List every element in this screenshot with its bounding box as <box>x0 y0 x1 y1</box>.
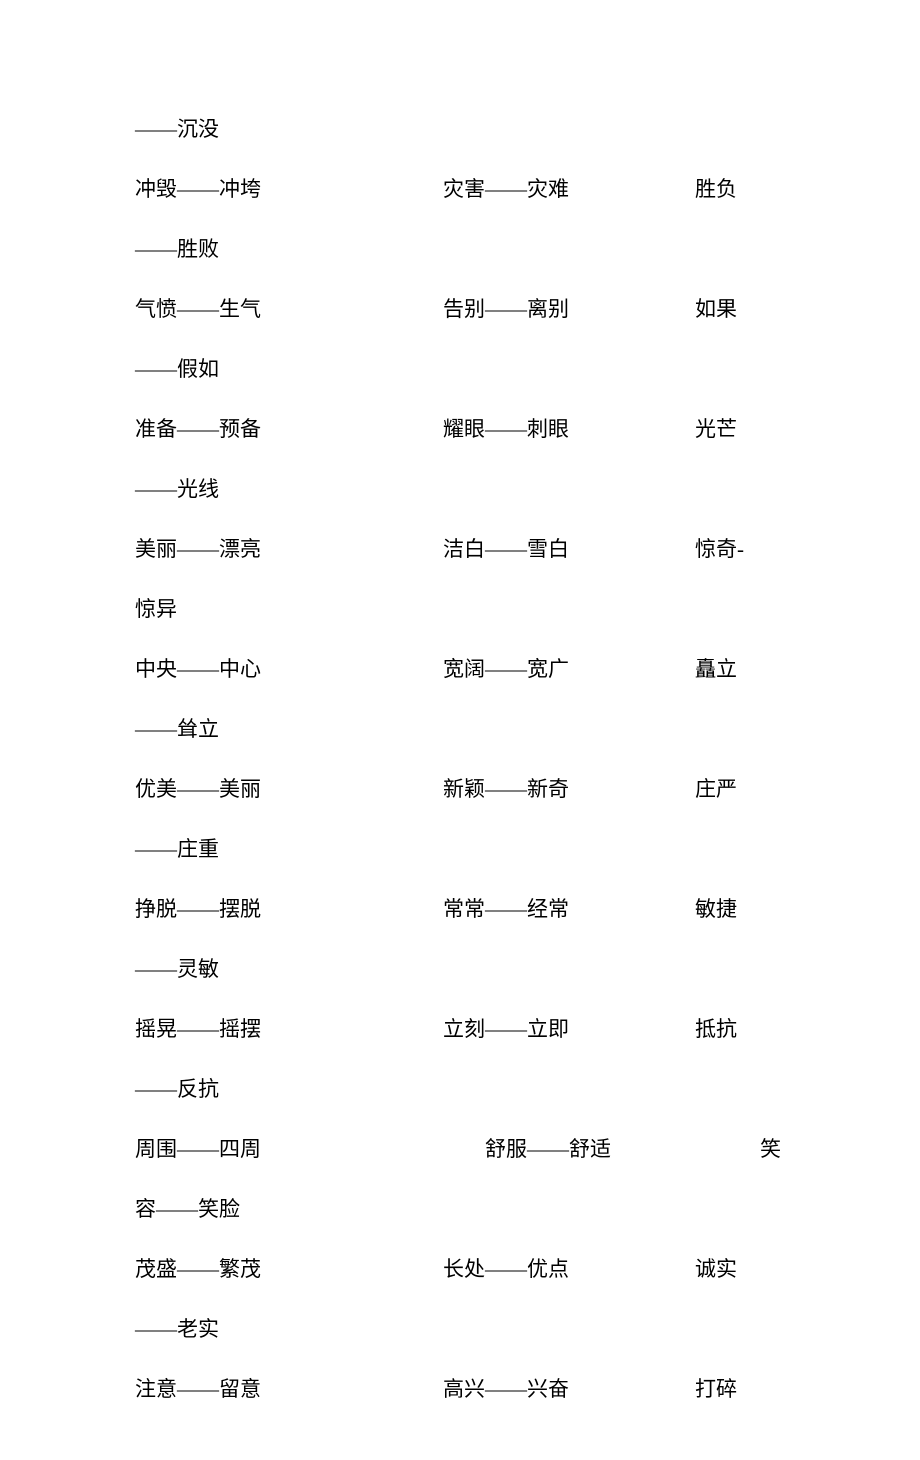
text-line: 气愤——生气 告别——离别 如果 <box>135 280 815 340</box>
text-line: 惊异 <box>135 580 815 640</box>
col3-text: 光芒 <box>695 400 737 460</box>
col1-text: 美丽——漂亮 <box>135 520 261 580</box>
document-page: ——沉没冲毁——冲垮 灾害——灾难 胜负 ——胜败气愤——生气 告别——离别 如果 ——假如… <box>135 100 815 1420</box>
col1-text: 挣脱——摆脱 <box>135 880 261 940</box>
text-line: ——耸立 <box>135 700 815 760</box>
col3-text: 打碎 <box>695 1360 737 1420</box>
col1-text: 惊异 <box>135 580 177 640</box>
col2-text: 舒服——舒适 <box>485 1120 611 1180</box>
col1-text: ——庄重 <box>135 820 219 880</box>
col1-text: 茂盛——繁茂 <box>135 1240 261 1300</box>
text-line: 注意——留意 高兴——兴奋 打碎 <box>135 1360 815 1420</box>
col1-text: 冲毁——冲垮 <box>135 160 261 220</box>
text-line: 冲毁——冲垮 灾害——灾难 胜负 <box>135 160 815 220</box>
text-line: ——光线 <box>135 460 815 520</box>
col3-text: 惊奇- <box>695 520 744 580</box>
text-line: 挣脱——摆脱 常常——经常 敏捷 <box>135 880 815 940</box>
col3-text: 笑 <box>760 1120 781 1180</box>
col1-text: ——耸立 <box>135 700 219 760</box>
text-line: ——胜败 <box>135 220 815 280</box>
col3-text: 敏捷 <box>695 880 737 940</box>
col2-text: 长处——优点 <box>443 1240 569 1300</box>
text-line: 摇晃——摇摆 立刻——立即 抵抗 <box>135 1000 815 1060</box>
col1-text: ——灵敏 <box>135 940 219 1000</box>
col2-text: 耀眼——刺眼 <box>443 400 569 460</box>
text-line: 美丽——漂亮 洁白——雪白 惊奇- <box>135 520 815 580</box>
col2-text: 宽阔——宽广 <box>443 640 569 700</box>
col2-text: 高兴——兴奋 <box>443 1360 569 1420</box>
col3-text: 如果 <box>695 280 737 340</box>
col1-text: 容——笑脸 <box>135 1180 240 1240</box>
col3-text: 抵抗 <box>695 1000 737 1060</box>
col2-text: 立刻——立即 <box>443 1000 569 1060</box>
col1-text: 优美——美丽 <box>135 760 261 820</box>
col1-text: ——老实 <box>135 1300 219 1360</box>
text-line: ——沉没 <box>135 100 815 160</box>
text-line: ——假如 <box>135 340 815 400</box>
col1-text: ——光线 <box>135 460 219 520</box>
col1-text: ——沉没 <box>135 100 219 160</box>
text-line: ——老实 <box>135 1300 815 1360</box>
text-line: 优美——美丽 新颖——新奇 庄严 <box>135 760 815 820</box>
text-line: 茂盛——繁茂 长处——优点 诚实 <box>135 1240 815 1300</box>
col2-text: 告别——离别 <box>443 280 569 340</box>
text-line: 中央——中心 宽阔——宽广 矗立 <box>135 640 815 700</box>
text-line: 准备——预备 耀眼——刺眼 光芒 <box>135 400 815 460</box>
text-line: ——灵敏 <box>135 940 815 1000</box>
col1-text: ——胜败 <box>135 220 219 280</box>
col1-text: ——反抗 <box>135 1060 219 1120</box>
text-line: 周围——四周 舒服——舒适 笑 <box>135 1120 815 1180</box>
col1-text: 注意——留意 <box>135 1360 261 1420</box>
col1-text: 摇晃——摇摆 <box>135 1000 261 1060</box>
col1-text: ——假如 <box>135 340 219 400</box>
col3-text: 庄严 <box>695 760 737 820</box>
text-line: ——庄重 <box>135 820 815 880</box>
col3-text: 矗立 <box>695 640 737 700</box>
col2-text: 洁白——雪白 <box>443 520 569 580</box>
text-line: 容——笑脸 <box>135 1180 815 1240</box>
col1-text: 周围——四周 <box>135 1120 261 1180</box>
text-line: ——反抗 <box>135 1060 815 1120</box>
col3-text: 诚实 <box>695 1240 737 1300</box>
col2-text: 常常——经常 <box>443 880 569 940</box>
col1-text: 准备——预备 <box>135 400 261 460</box>
col1-text: 气愤——生气 <box>135 280 261 340</box>
col2-text: 新颖——新奇 <box>443 760 569 820</box>
col2-text: 灾害——灾难 <box>443 160 569 220</box>
col3-text: 胜负 <box>695 160 737 220</box>
col1-text: 中央——中心 <box>135 640 261 700</box>
